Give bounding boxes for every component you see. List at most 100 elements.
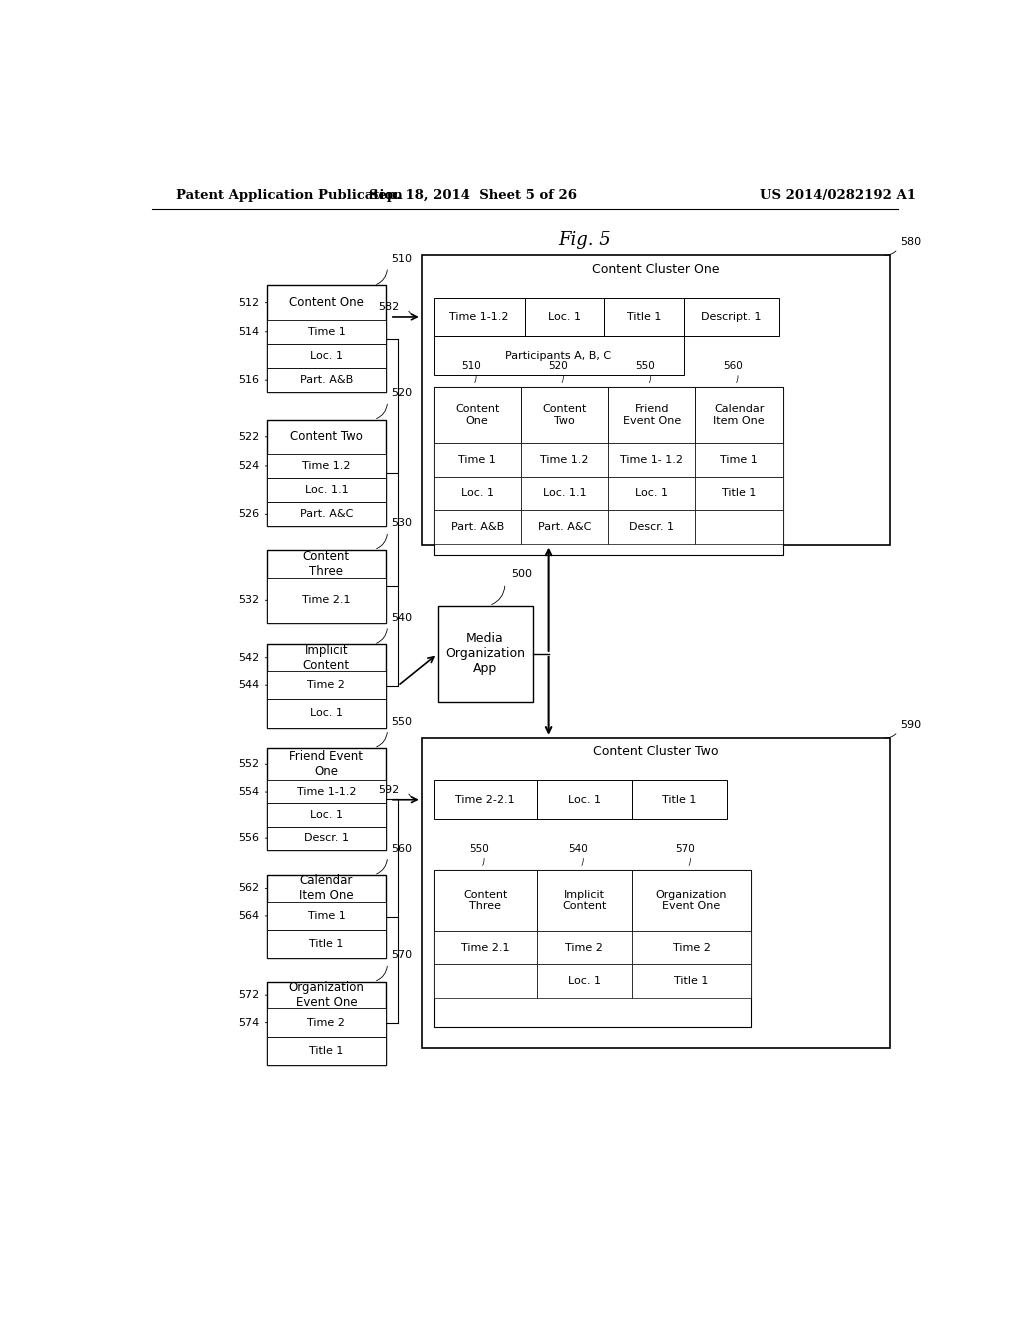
Text: Loc. 1.1: Loc. 1.1	[304, 484, 348, 495]
Bar	[521, 387, 608, 444]
Text: 582: 582	[378, 302, 399, 312]
Text: 554: 554	[238, 787, 259, 797]
Text: Time 1: Time 1	[307, 911, 345, 921]
Bar	[267, 748, 386, 850]
Bar	[267, 700, 386, 727]
Text: 550: 550	[636, 360, 655, 371]
Text: Loc. 1: Loc. 1	[310, 351, 343, 360]
Text: 550: 550	[391, 717, 413, 726]
Bar	[537, 870, 632, 931]
Bar	[433, 965, 537, 998]
Bar	[422, 255, 890, 545]
Bar	[267, 454, 386, 478]
Bar	[267, 875, 386, 958]
Bar	[537, 780, 632, 818]
Bar	[433, 870, 537, 931]
Text: Part. A&C: Part. A&C	[300, 510, 353, 519]
Text: Time 1: Time 1	[720, 455, 758, 465]
Bar	[632, 780, 727, 818]
Bar	[267, 502, 386, 527]
Text: 590: 590	[900, 719, 922, 730]
Text: 550: 550	[469, 843, 488, 854]
Text: Part. A&B: Part. A&B	[451, 521, 504, 532]
Text: Loc. 1.1: Loc. 1.1	[543, 488, 587, 499]
Text: Time 1.2: Time 1.2	[302, 461, 350, 471]
Bar	[695, 477, 782, 510]
Text: Title 1: Title 1	[309, 939, 344, 949]
Text: 524: 524	[238, 461, 259, 471]
Text: 564: 564	[238, 911, 259, 921]
Text: Content
Three: Content Three	[303, 549, 350, 578]
Text: Loc. 1: Loc. 1	[568, 977, 601, 986]
Bar	[521, 477, 608, 510]
Text: Time 2: Time 2	[565, 942, 603, 953]
Text: Time 2: Time 2	[307, 1018, 345, 1027]
Bar	[433, 387, 782, 554]
Text: 512: 512	[238, 297, 259, 308]
Text: Title 1: Title 1	[722, 488, 757, 499]
Bar	[537, 931, 632, 965]
Bar	[422, 738, 890, 1048]
Text: 532: 532	[238, 595, 259, 605]
Bar	[267, 931, 386, 958]
Text: Fig. 5: Fig. 5	[558, 231, 610, 248]
Bar	[433, 510, 521, 544]
Text: Media
Organization
App: Media Organization App	[445, 632, 525, 676]
Bar	[267, 671, 386, 700]
Text: Loc. 1: Loc. 1	[568, 795, 601, 805]
Text: 516: 516	[238, 375, 259, 385]
Bar	[608, 510, 695, 544]
Text: Loc. 1: Loc. 1	[310, 810, 343, 820]
Text: 592: 592	[378, 784, 399, 795]
Bar	[267, 578, 386, 623]
Text: Descr. 1: Descr. 1	[304, 833, 349, 843]
Text: Content
Two: Content Two	[543, 404, 587, 426]
Text: Descript. 1: Descript. 1	[700, 312, 762, 322]
Text: Content One: Content One	[289, 296, 364, 309]
Bar	[608, 477, 695, 510]
Text: Part. A&B: Part. A&B	[300, 375, 353, 385]
Text: Time 2: Time 2	[307, 680, 345, 690]
Text: Content Two: Content Two	[290, 430, 362, 444]
Text: 522: 522	[238, 432, 259, 442]
Bar	[267, 804, 386, 826]
Text: Content
One: Content One	[455, 404, 500, 426]
Bar	[267, 368, 386, 392]
Text: Descr. 1: Descr. 1	[630, 521, 674, 532]
Text: Calendar
Item One: Calendar Item One	[714, 404, 765, 426]
Bar	[632, 965, 751, 998]
Text: Time 2.1: Time 2.1	[302, 595, 350, 605]
Text: Time 1-1.2: Time 1-1.2	[450, 312, 509, 322]
Text: Friend
Event One: Friend Event One	[623, 404, 681, 426]
Text: Time 1.2: Time 1.2	[541, 455, 589, 465]
Bar	[437, 606, 532, 702]
Text: 560: 560	[391, 843, 413, 854]
Text: Implicit
Content: Implicit Content	[303, 644, 350, 672]
Text: Loc. 1: Loc. 1	[310, 709, 343, 718]
Text: Title 1: Title 1	[627, 312, 662, 322]
Text: 510: 510	[461, 360, 480, 371]
Bar	[267, 319, 386, 343]
Bar	[524, 297, 604, 337]
Text: Title 1: Title 1	[309, 1045, 344, 1056]
Bar	[267, 420, 386, 527]
Bar	[267, 549, 386, 623]
Bar	[521, 444, 608, 477]
Bar	[267, 826, 386, 850]
Text: 520: 520	[548, 360, 568, 371]
Text: 540: 540	[391, 612, 413, 623]
Text: 556: 556	[238, 833, 259, 843]
Bar	[695, 510, 782, 544]
Bar	[433, 337, 684, 375]
Text: Time 1-1.2: Time 1-1.2	[297, 787, 356, 797]
Text: 510: 510	[391, 255, 413, 264]
Bar	[267, 285, 386, 392]
Text: Content Cluster Two: Content Cluster Two	[593, 746, 719, 759]
Bar	[433, 870, 751, 1027]
Text: 552: 552	[238, 759, 259, 770]
Bar	[537, 965, 632, 998]
Text: 562: 562	[238, 883, 259, 894]
Text: Time 1: Time 1	[307, 326, 345, 337]
Bar	[433, 387, 521, 444]
Text: 500: 500	[511, 569, 532, 579]
